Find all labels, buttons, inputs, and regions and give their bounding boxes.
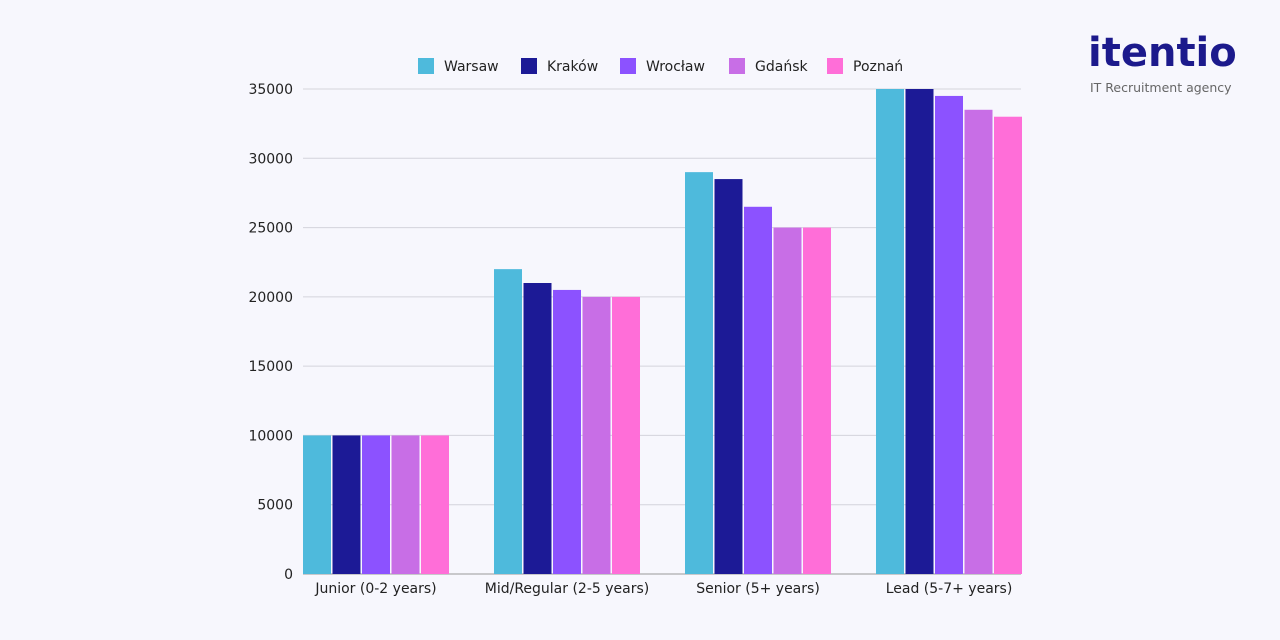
bar-Poznań-2 — [803, 227, 831, 575]
legend-label: Gdańsk — [755, 59, 808, 75]
legend-swatch — [729, 58, 745, 74]
logo-text: itentio — [1088, 30, 1237, 76]
legend-label: Poznań — [853, 59, 903, 75]
legend-swatch — [620, 58, 636, 74]
bar-Gdańsk-1 — [582, 296, 611, 574]
y-tick-label: 10000 — [248, 428, 293, 444]
y-tick-label: 25000 — [248, 221, 293, 237]
bar-Wrocław-0 — [362, 435, 390, 574]
y-tick-label: 35000 — [248, 82, 293, 98]
legend: Warsaw Kraków Wrocław Gdańsk Poznań — [418, 58, 903, 75]
bar-Gdańsk-0 — [391, 435, 420, 574]
bar-Wrocław-1 — [553, 289, 581, 574]
legend-label: Wrocław — [646, 59, 705, 75]
y-tick-label: 0 — [284, 567, 293, 583]
bar-Kraków-0 — [332, 435, 361, 574]
x-tick-label: Lead (5-7+ years) — [886, 581, 1013, 597]
bar-Wrocław-2 — [744, 206, 772, 575]
bar-Warsaw-3 — [876, 89, 904, 574]
bar-Gdańsk-3 — [964, 109, 993, 575]
legend-swatch — [418, 58, 434, 74]
bar-Gdańsk-2 — [773, 227, 802, 575]
y-tick-label: 15000 — [248, 359, 293, 375]
y-tick-label: 30000 — [248, 151, 293, 167]
x-tick-label: Senior (5+ years) — [696, 581, 820, 597]
bar-Poznań-3 — [994, 116, 1022, 574]
legend-label: Warsaw — [444, 59, 499, 75]
bar-Kraków-1 — [523, 283, 552, 574]
x-tick-label: Junior (0-2 years) — [314, 581, 436, 597]
axes: 0 5000 10000 15000 20000 25000 30000 35000 Junio… — [248, 82, 1012, 597]
legend-swatch — [827, 58, 843, 74]
legend-label: Kraków — [547, 59, 598, 75]
y-tick-label: 20000 — [248, 290, 293, 306]
bar-Kraków-3 — [905, 89, 934, 574]
bar-Wrocław-3 — [935, 95, 963, 574]
bar-Kraków-2 — [714, 179, 743, 575]
bars — [303, 89, 1022, 575]
bar-Warsaw-1 — [494, 269, 522, 574]
legend-swatch — [521, 58, 537, 74]
bar-Poznań-1 — [612, 296, 640, 574]
x-tick-label: Mid/Regular (2-5 years) — [485, 581, 650, 597]
logo: itentio IT Recruitment agency — [1088, 30, 1237, 95]
bar-Poznań-0 — [421, 435, 449, 574]
y-tick-label: 5000 — [257, 498, 293, 514]
bar-Warsaw-2 — [685, 172, 713, 574]
logo-tagline: IT Recruitment agency — [1090, 80, 1232, 95]
bar-Warsaw-0 — [303, 435, 331, 574]
